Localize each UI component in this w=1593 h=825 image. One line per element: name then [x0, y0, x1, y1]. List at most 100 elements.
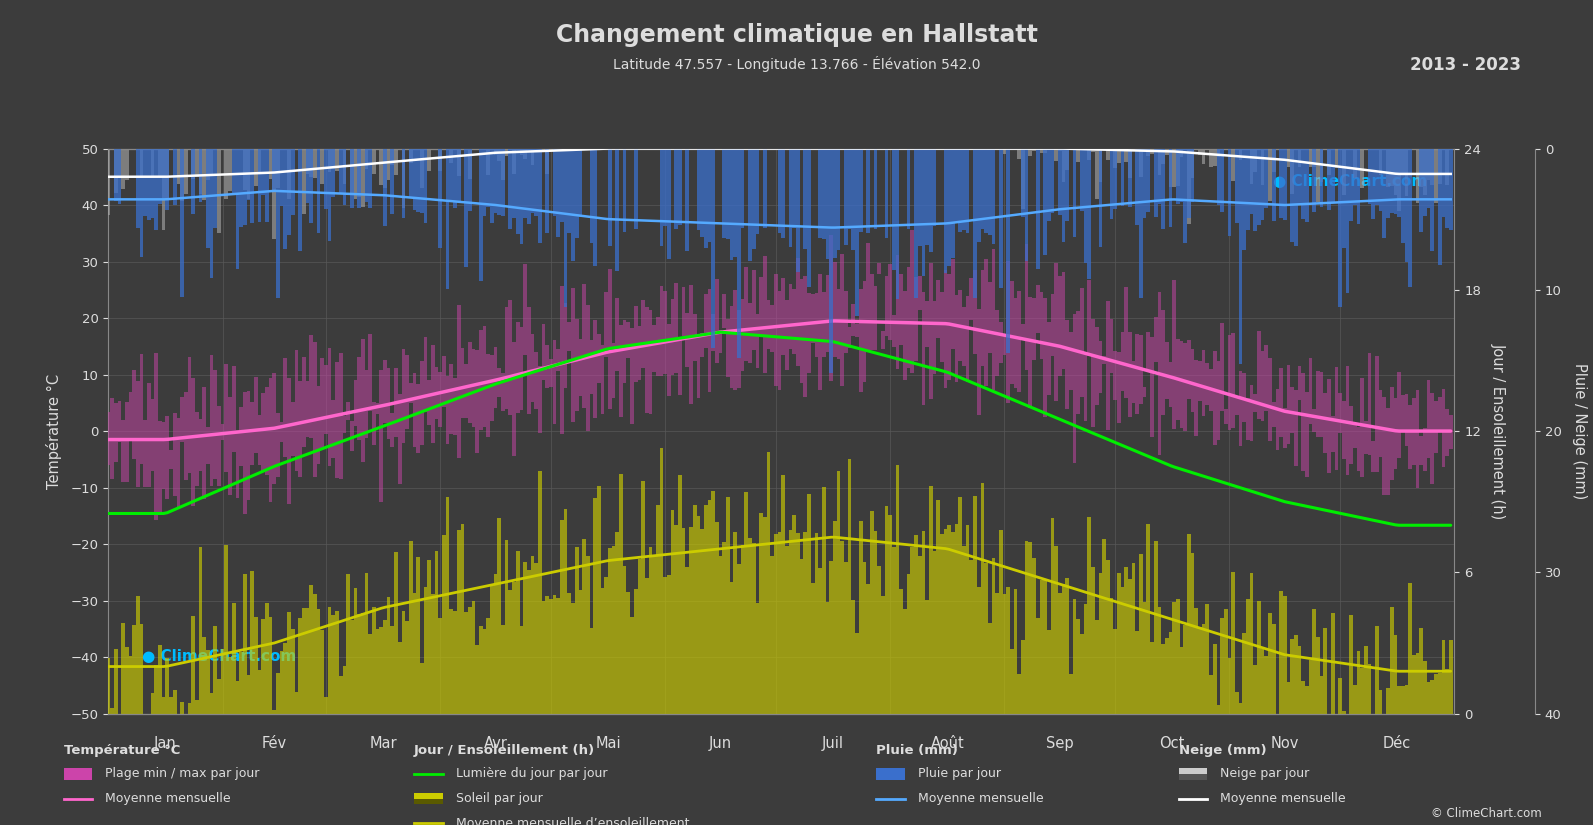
Bar: [335, 148, 339, 171]
Bar: [202, 148, 205, 200]
Bar: [1058, 148, 1061, 151]
Text: Jan: Jan: [155, 736, 177, 752]
Bar: [538, 365, 542, 433]
Bar: [205, 427, 210, 464]
Bar: [342, 666, 346, 714]
Text: Sep: Sep: [1047, 736, 1074, 752]
Bar: [1010, 649, 1013, 714]
Bar: [1294, 148, 1298, 246]
Bar: [954, 295, 959, 382]
Bar: [911, 547, 914, 714]
Bar: [1099, 573, 1102, 714]
Bar: [586, 305, 589, 431]
Bar: [174, 691, 177, 714]
Bar: [1260, 351, 1265, 421]
Bar: [350, 148, 354, 194]
Bar: [191, 148, 194, 214]
Bar: [726, 497, 730, 714]
Bar: [421, 148, 424, 213]
Bar: [427, 560, 432, 714]
Bar: [253, 377, 258, 453]
Bar: [1375, 356, 1380, 472]
Bar: [166, 658, 169, 714]
Bar: [295, 350, 298, 471]
Bar: [1223, 409, 1228, 423]
Bar: [306, 148, 309, 204]
Bar: [652, 325, 656, 371]
Bar: [379, 627, 382, 714]
Bar: [634, 589, 637, 714]
Bar: [486, 148, 491, 176]
Bar: [472, 601, 475, 714]
Bar: [589, 629, 593, 714]
Bar: [1298, 366, 1301, 400]
Bar: [1066, 320, 1069, 408]
Bar: [918, 148, 921, 247]
Bar: [210, 356, 213, 486]
Bar: [1128, 332, 1131, 417]
Bar: [479, 331, 483, 430]
Bar: [228, 148, 233, 191]
Bar: [940, 534, 943, 714]
Bar: [166, 148, 169, 200]
Y-axis label: Pluie / Neige (mm): Pluie / Neige (mm): [1572, 363, 1587, 499]
Bar: [244, 393, 247, 515]
Bar: [435, 551, 438, 714]
Bar: [298, 381, 303, 477]
Bar: [276, 413, 280, 478]
Bar: [712, 491, 715, 714]
Bar: [1445, 148, 1450, 186]
Bar: [1301, 148, 1305, 219]
Bar: [523, 562, 527, 714]
Bar: [1411, 398, 1416, 465]
Bar: [991, 249, 996, 390]
Bar: [335, 611, 339, 714]
Bar: [825, 148, 830, 259]
Bar: [844, 148, 847, 245]
Bar: [553, 596, 556, 714]
Bar: [199, 547, 202, 714]
Bar: [707, 148, 712, 243]
Bar: [1386, 408, 1389, 495]
Text: ● ClimeChart.com: ● ClimeChart.com: [142, 648, 296, 663]
Bar: [1450, 640, 1453, 714]
Bar: [494, 148, 497, 214]
Bar: [1389, 387, 1394, 480]
Bar: [284, 643, 287, 714]
Bar: [1002, 148, 1007, 153]
Bar: [177, 418, 180, 507]
Bar: [1389, 148, 1394, 186]
Bar: [379, 370, 382, 502]
Bar: [1265, 148, 1268, 208]
Bar: [1389, 148, 1394, 213]
Bar: [581, 539, 586, 714]
Bar: [1327, 380, 1330, 474]
Bar: [900, 589, 903, 714]
Bar: [1180, 341, 1184, 428]
Bar: [667, 323, 671, 396]
Bar: [1220, 148, 1223, 212]
Bar: [135, 148, 140, 229]
Bar: [494, 574, 497, 714]
Bar: [1321, 676, 1324, 714]
Text: Neige (mm): Neige (mm): [1179, 744, 1266, 757]
Bar: [446, 497, 449, 714]
Bar: [1397, 372, 1400, 458]
Bar: [452, 611, 457, 714]
Bar: [1061, 148, 1066, 182]
Bar: [1051, 148, 1055, 213]
Bar: [1047, 148, 1051, 221]
Bar: [752, 271, 755, 350]
Bar: [648, 547, 652, 714]
Bar: [228, 397, 233, 495]
Bar: [1131, 361, 1136, 403]
Bar: [287, 612, 292, 714]
Bar: [1228, 335, 1231, 431]
Bar: [1058, 148, 1061, 214]
Bar: [1416, 390, 1419, 488]
Bar: [121, 623, 124, 714]
Bar: [914, 148, 918, 299]
Bar: [1239, 703, 1243, 714]
Bar: [862, 280, 867, 383]
Bar: [258, 148, 261, 222]
